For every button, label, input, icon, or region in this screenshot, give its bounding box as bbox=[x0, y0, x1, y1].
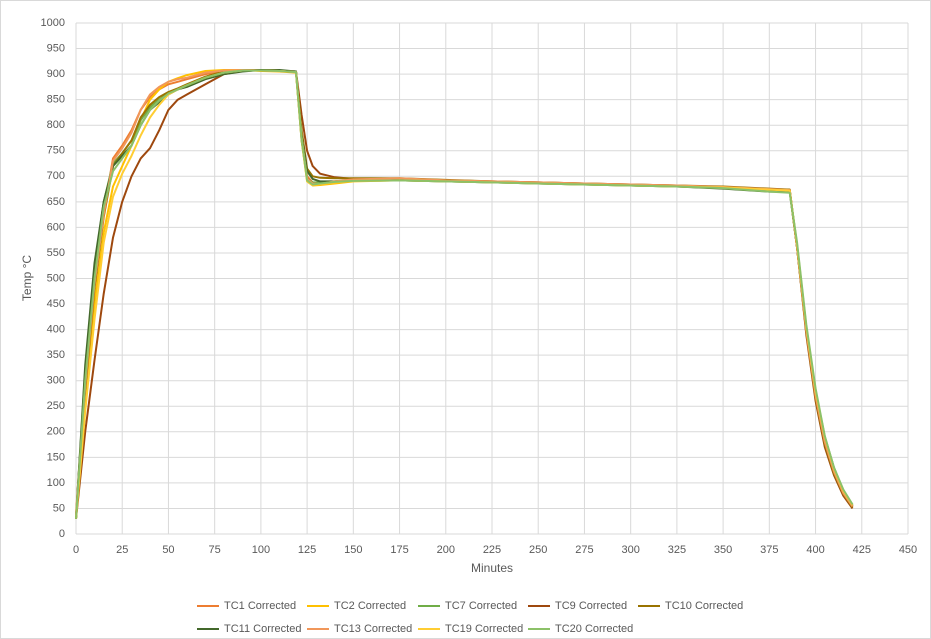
legend-label: TC2 Corrected bbox=[334, 600, 406, 612]
x-axis-title: Minutes bbox=[471, 561, 513, 575]
x-tick-label: 350 bbox=[714, 544, 732, 556]
x-tick-label: 325 bbox=[668, 544, 686, 556]
x-tick-label: 50 bbox=[162, 544, 174, 556]
x-tick-label: 400 bbox=[806, 544, 824, 556]
y-tick-label: 750 bbox=[47, 145, 65, 157]
y-tick-label: 50 bbox=[53, 502, 65, 514]
legend-label: TC9 Corrected bbox=[555, 600, 627, 612]
y-tick-label: 300 bbox=[47, 375, 65, 387]
y-tick-label: 200 bbox=[47, 426, 65, 438]
x-tick-label: 300 bbox=[621, 544, 639, 556]
x-tick-label: 225 bbox=[483, 544, 501, 556]
legend-label: TC10 Corrected bbox=[665, 600, 743, 612]
y-axis-title: Temp °C bbox=[20, 255, 34, 301]
y-tick-label: 150 bbox=[47, 451, 65, 463]
y-tick-label: 350 bbox=[47, 349, 65, 361]
y-tick-label: 800 bbox=[47, 119, 65, 131]
y-tick-label: 450 bbox=[47, 298, 65, 310]
y-tick-label: 100 bbox=[47, 477, 65, 489]
x-tick-label: 425 bbox=[853, 544, 871, 556]
legend-label: TC11 Corrected bbox=[224, 623, 301, 635]
x-tick-label: 200 bbox=[437, 544, 455, 556]
y-tick-label: 400 bbox=[47, 324, 65, 336]
x-tick-label: 100 bbox=[252, 544, 270, 556]
x-tick-label: 375 bbox=[760, 544, 778, 556]
y-tick-label: 650 bbox=[47, 196, 65, 208]
legend-label: TC7 Corrected bbox=[445, 600, 517, 612]
x-tick-label: 250 bbox=[529, 544, 547, 556]
y-tick-label: 950 bbox=[47, 42, 65, 54]
legend-label: TC19 Corrected bbox=[445, 623, 523, 635]
y-tick-label: 550 bbox=[47, 247, 65, 259]
legend-label: TC13 Corrected bbox=[334, 623, 412, 635]
y-tick-label: 250 bbox=[47, 400, 65, 412]
y-tick-label: 1000 bbox=[41, 17, 65, 29]
x-tick-label: 275 bbox=[575, 544, 593, 556]
y-tick-label: 900 bbox=[47, 68, 65, 80]
y-tick-label: 700 bbox=[47, 170, 65, 182]
x-tick-label: 0 bbox=[73, 544, 79, 556]
y-tick-label: 850 bbox=[47, 94, 65, 106]
y-tick-label: 0 bbox=[59, 528, 65, 540]
x-tick-label: 75 bbox=[209, 544, 221, 556]
series-line bbox=[75, 69, 854, 519]
x-tick-label: 175 bbox=[390, 544, 408, 556]
x-tick-label: 450 bbox=[899, 544, 917, 556]
legend-label: TC1 Corrected bbox=[224, 600, 296, 612]
y-tick-label: 600 bbox=[47, 221, 65, 233]
x-tick-label: 150 bbox=[344, 544, 362, 556]
y-tick-label: 500 bbox=[47, 272, 65, 284]
x-tick-label: 125 bbox=[298, 544, 316, 556]
legend-label: TC20 Corrected bbox=[555, 623, 633, 635]
x-tick-label: 25 bbox=[116, 544, 128, 556]
